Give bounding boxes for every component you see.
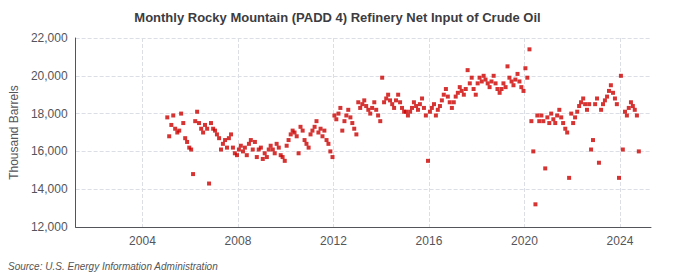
svg-text:Source: U.S. Energy Informatio: Source: U.S. Energy Information Administ… xyxy=(8,261,218,272)
svg-text:2012: 2012 xyxy=(320,234,347,248)
svg-text:2020: 2020 xyxy=(511,234,538,248)
svg-text:2008: 2008 xyxy=(225,234,252,248)
svg-text:2016: 2016 xyxy=(416,234,443,248)
svg-text:12,000: 12,000 xyxy=(31,220,68,234)
svg-text:Thousand Barrels: Thousand Barrels xyxy=(7,85,21,180)
svg-text:2004: 2004 xyxy=(129,234,156,248)
svg-text:2024: 2024 xyxy=(607,234,634,248)
svg-text:22,000: 22,000 xyxy=(31,31,68,45)
svg-text:16,000: 16,000 xyxy=(31,144,68,158)
svg-text:Monthly Rocky Mountain (PADD 4: Monthly Rocky Mountain (PADD 4) Refinery… xyxy=(134,10,540,25)
svg-text:20,000: 20,000 xyxy=(31,69,68,83)
svg-text:14,000: 14,000 xyxy=(31,182,68,196)
svg-text:18,000: 18,000 xyxy=(31,107,68,121)
